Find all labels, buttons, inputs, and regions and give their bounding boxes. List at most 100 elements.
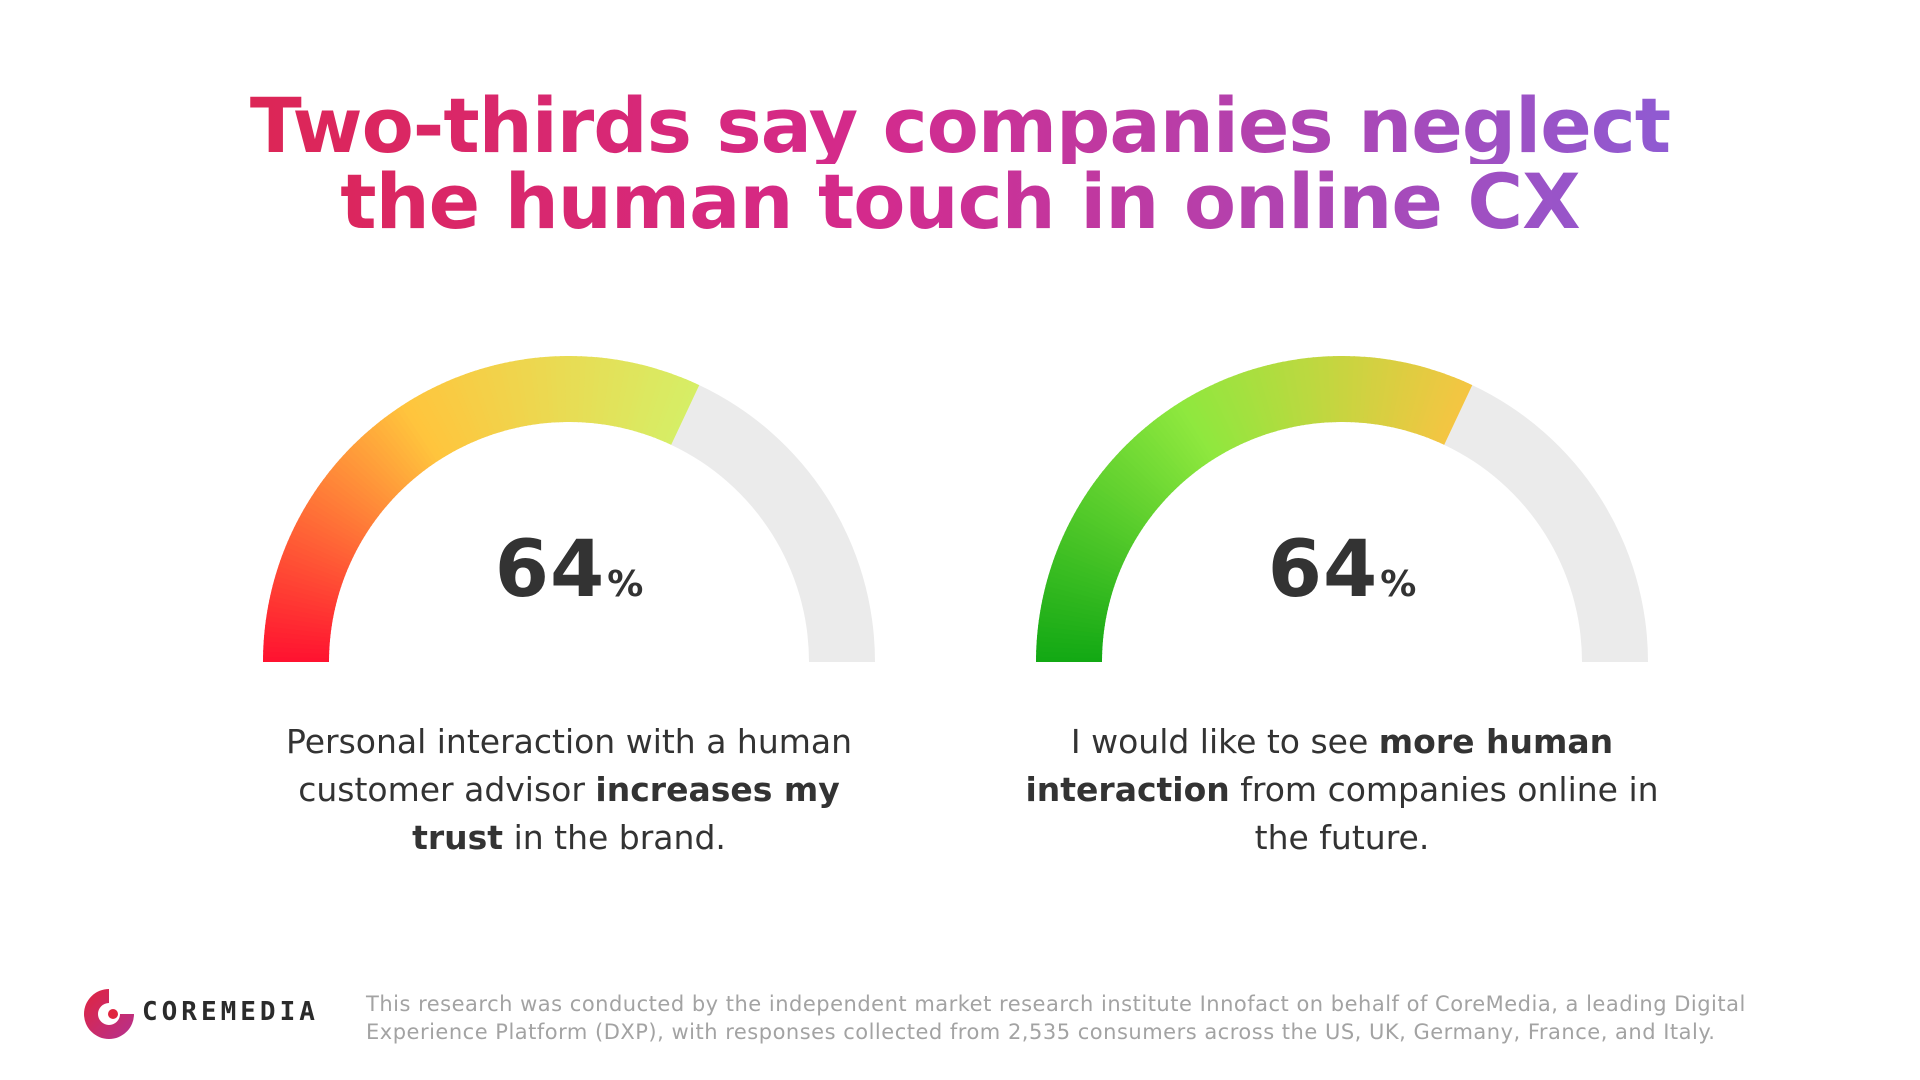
gauge-fill-segment [1195,390,1232,452]
gauge-fill-segment [275,569,341,595]
gauge-fill-segment [1112,455,1166,504]
gauge-fill-segment [349,444,401,495]
gauge-fill-segment [1297,358,1313,425]
chart-title: Two-thirds say companies neglect the hum… [0,88,1920,240]
gauge-fill-segment [1433,378,1465,442]
gauge-fill-segment [436,383,470,446]
gauge-fill-segment [1087,487,1145,530]
gauge-fill-segment [422,390,459,452]
gauge-fill-segment [272,579,338,603]
gauge-fill-segment [1425,375,1455,439]
gauge-fill-segment [1060,536,1124,569]
gauge-fill-segment [1429,377,1460,441]
gauge-fill-segment [1133,433,1183,487]
gauge-fill-segment [1214,381,1247,444]
gauge-fill-segment [1141,426,1189,481]
gauge-trust-caption-end: in the brand. [503,818,726,857]
gauge-fill-segment [1076,504,1137,543]
gauge-fill-segment [298,513,360,550]
gauge-fill [263,356,700,662]
gauge-fill-segment [494,363,516,430]
gauge-fill-segment [314,487,372,530]
gauge-fill-segment [1062,531,1125,565]
gauge-fill-segment [1040,604,1107,622]
gauge-fill-segment [469,370,496,436]
research-footnote: This research was conducted by the indep… [366,992,1746,1044]
gauge-fill-segment [427,387,463,450]
gauge-fill-segment [276,564,342,591]
gauge-fill-segment [1148,420,1195,476]
gauge-fill-segment [1398,364,1421,431]
gauge-fill-segment [271,584,337,607]
gauge-fill-segment [534,357,548,424]
gauge-fill-segment [606,359,623,426]
gauge-fill-segment [1039,609,1106,626]
gauge-fill-segment [519,359,536,426]
gauge-fill-segment [1056,545,1121,576]
gauge-fill-segment [305,500,366,540]
gauge-fill-segment [1081,495,1141,536]
gauge-fill-segment [291,526,354,561]
coremedia-logo: COREMEDIA [80,985,340,1045]
gauge-fill-segment [509,360,528,427]
gauge-fill-segment [375,420,422,476]
gauge-fill-segment [1126,440,1177,492]
gauge-fill-segment [610,360,628,427]
gauge-fill-segment [405,400,445,460]
gauge-fill-segment [300,508,362,547]
gauge-fill-segment [660,378,692,442]
gauge-fill-segment [1252,367,1277,433]
gauge-fill-segment [455,375,485,440]
gauge-fill-segment [368,426,416,481]
gauge-fill-segment [267,604,334,622]
gauge-fill-segment [1436,380,1469,444]
coremedia-logo-icon [84,989,134,1039]
gauge-fill-segment [1129,437,1180,490]
gauge-trust-value: 64% [219,525,919,615]
gauge-fill-segment [1046,574,1112,599]
gauge-fill-segment [316,483,375,526]
gauge-fill-segment [529,357,544,425]
gauge-trust-value-number: 64 [494,525,606,615]
gauge-fill-segment [484,366,508,432]
gauge-fill-segment [342,451,395,501]
gauge-fill-segment [293,522,356,558]
gauge-fill-segment [283,545,348,576]
gauge-fill-segment [1161,411,1205,469]
gauge-fill-segment [1383,360,1401,427]
gauge-fill-segment [353,440,404,492]
gauge-fill-segment [539,356,552,424]
gauge-fill-segment [1302,357,1317,425]
coremedia-logo-text: COREMEDIA [142,997,319,1027]
gauge-fill-segment [1223,377,1254,441]
gauge-fill-segment [663,380,696,444]
gauge-fill-segment [392,408,435,467]
gauge-fill-segment [1048,569,1114,595]
gauge-fill-segment [322,474,380,520]
gauge-fill-segment [396,405,438,464]
gauge-fill-segment [1186,395,1225,456]
gauge-fill-segment [613,361,633,428]
gauge-fill-segment [1406,367,1431,433]
gauge-fill-segment [308,495,368,536]
gauge-fill-segment [1089,483,1148,526]
gauge-fill-segment [326,470,382,517]
gauge-fill-segment [1421,373,1451,438]
gauge-fill-segment [1165,408,1208,467]
gauge-fill-segment [1152,417,1198,474]
gauge-fill-segment [645,371,673,437]
gauge-fill-segment [1262,364,1285,431]
gauge-fill-segment [332,462,387,510]
gauge-fill-segment [1156,414,1202,471]
gauge-fill-segment [383,414,429,471]
gauge-more-human-caption-bold: more human interaction [1025,722,1614,809]
gauge-fill-segment [1058,540,1122,572]
gauge-fill-segment [1069,517,1131,554]
gauge-fill-segment [459,373,489,438]
gauge-fill-segment [269,594,335,615]
gauge-fill-segment [400,402,442,462]
gauge-fill-segment [479,367,504,433]
gauge-fill-segment [504,361,524,428]
gauge-fill-segment [489,364,512,431]
gauge-fill-segment [1182,397,1222,458]
